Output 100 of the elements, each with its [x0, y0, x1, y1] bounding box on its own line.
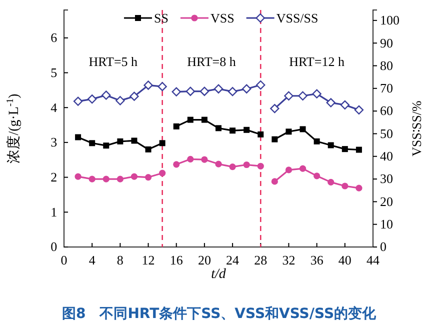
point [186, 86, 196, 96]
y-tick-label: 5 [50, 64, 58, 80]
point [187, 156, 194, 162]
y-tick-label: 0 [50, 239, 58, 254]
point [173, 161, 180, 168]
y-tick-label: 1 [50, 204, 58, 220]
y-tick-label: 3 [50, 134, 58, 150]
point [144, 80, 153, 90]
annotation: HRT=12 h [289, 54, 345, 69]
point [284, 91, 294, 100]
y2-tick-label: 70 [380, 80, 393, 96]
point [159, 140, 166, 146]
y2-tick-label: 60 [380, 103, 393, 118]
point [88, 176, 96, 182]
point [356, 146, 362, 153]
y2-tick-label: 40 [380, 148, 393, 164]
x-tick-label: 32 [282, 252, 296, 268]
point [201, 156, 208, 163]
x-tick-label: 20 [198, 252, 211, 268]
point [216, 125, 222, 132]
y2-tick-label: 100 [380, 12, 400, 28]
point [257, 162, 264, 170]
point [201, 116, 208, 123]
point [75, 134, 82, 140]
point [356, 184, 362, 192]
legend-label: SS [154, 10, 168, 26]
point [74, 173, 82, 180]
point [312, 89, 322, 98]
point [342, 182, 348, 190]
point [272, 136, 278, 142]
x-tick-label: 44 [366, 252, 380, 268]
point [340, 100, 350, 110]
text: 图8 不同HRT条件下SS、VSS和VSS/SS的变化 [62, 305, 378, 322]
point [258, 131, 264, 138]
point [200, 86, 210, 96]
point [73, 96, 83, 106]
x-tick-label: 40 [338, 252, 352, 268]
x-tick-label: 4 [88, 252, 96, 268]
point [242, 84, 252, 94]
x-axis-title: t/d [211, 267, 227, 282]
point [159, 170, 166, 176]
point [215, 160, 222, 168]
y2-tick-label: 0 [380, 239, 386, 254]
y-tick-label: 2 [50, 169, 58, 184]
point [87, 94, 97, 104]
point [187, 116, 194, 123]
point [172, 87, 181, 96]
x-tick-label: 12 [142, 252, 155, 268]
point [145, 146, 152, 152]
point [271, 178, 278, 185]
legend-label: VSS [210, 10, 234, 26]
point [228, 86, 238, 96]
point [131, 138, 138, 144]
point [130, 173, 138, 180]
annotation: HRT=8 h [187, 54, 236, 69]
x-tick-label: 8 [116, 252, 124, 268]
point [173, 123, 180, 130]
point [243, 161, 250, 168]
point [89, 140, 96, 146]
point [116, 176, 124, 182]
x-tick-label: 36 [310, 252, 324, 268]
point [286, 128, 292, 135]
point [102, 90, 111, 100]
y2-tick-label: 10 [380, 216, 393, 232]
point [285, 166, 292, 174]
x-tick-label: 16 [170, 252, 184, 268]
point [117, 138, 124, 144]
x-tick-label: 24 [226, 252, 240, 268]
y2-tick-label: 30 [380, 171, 393, 186]
point [144, 174, 152, 181]
y2-tick-label: 20 [380, 194, 393, 209]
y2-axis-title: VSS∶SS/% [409, 100, 424, 156]
point [328, 178, 334, 186]
y2-tick-label: 50 [380, 126, 393, 141]
point [354, 105, 364, 115]
point [298, 91, 308, 100]
point [102, 176, 110, 182]
y-tick-label: 6 [50, 30, 58, 46]
legend-label: VSS/SS [276, 10, 318, 26]
point [256, 80, 266, 90]
point [244, 126, 250, 133]
point [314, 138, 320, 144]
annotation: HRT=5 h [88, 54, 138, 69]
y2-tick-label: 80 [380, 58, 393, 73]
point [229, 164, 236, 170]
y-tick-label: 4 [50, 100, 58, 115]
point [158, 82, 167, 92]
point [214, 84, 224, 94]
point [328, 142, 334, 148]
point [230, 128, 236, 134]
point [116, 96, 125, 106]
x-tick-label: 28 [254, 252, 268, 268]
y2-tick-label: 90 [380, 35, 393, 50]
point [300, 126, 306, 132]
point [299, 165, 306, 172]
point [130, 92, 139, 101]
point [103, 142, 110, 149]
point [270, 104, 280, 114]
x-tick-label: 0 [60, 252, 68, 268]
point [342, 146, 348, 152]
